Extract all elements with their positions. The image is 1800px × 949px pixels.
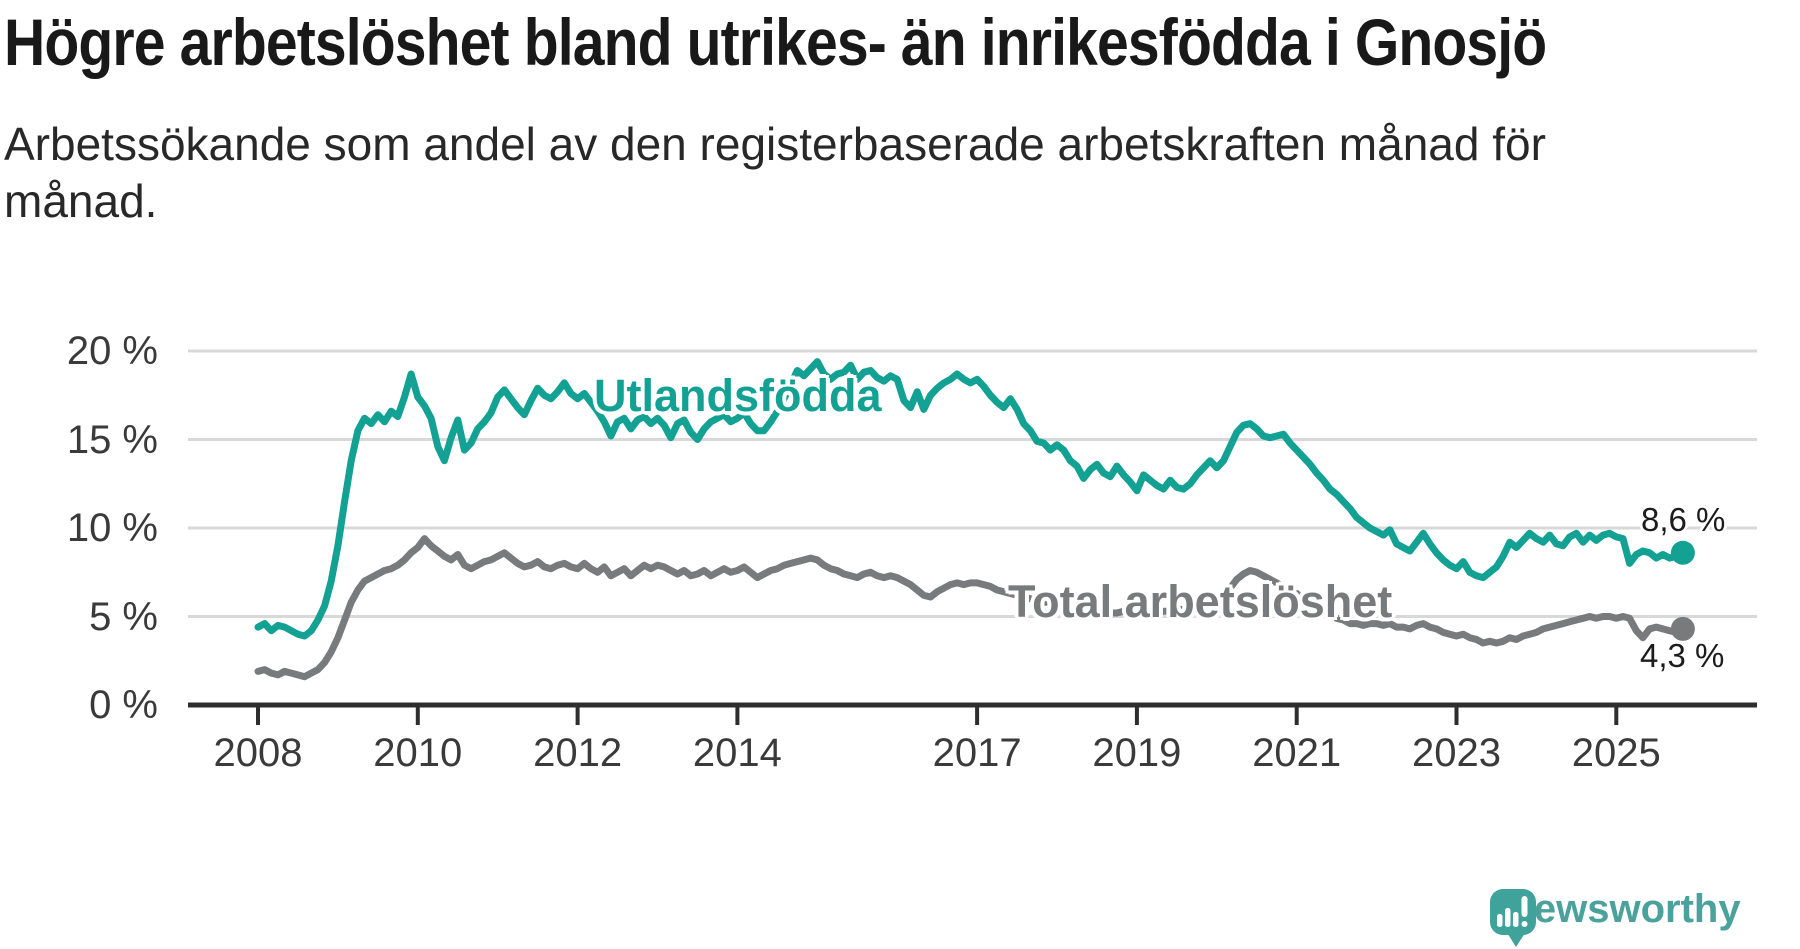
- series-label-total-arbetsloshet: Total arbetslöshet: [1008, 576, 1393, 627]
- y-tick-label-5: 5 %: [89, 594, 158, 639]
- subtitle-line-2: månad.: [4, 175, 158, 227]
- y-tick-label-20: 20 %: [66, 329, 158, 373]
- end-dot-total: [1670, 616, 1695, 641]
- newsworthy-logo-icon: [1490, 889, 1536, 947]
- x-tick-label-2017: 2017: [932, 731, 1022, 775]
- y-tick-label-15: 15 %: [66, 417, 158, 462]
- end-dot-utlandsfodda: [1670, 540, 1695, 565]
- x-tick-label-2008: 2008: [213, 731, 303, 775]
- line-series-total: [254, 535, 1687, 681]
- y-tick-label-0: 0 %: [89, 683, 158, 727]
- line-series-utlandsfodda: [254, 358, 1687, 640]
- page-title: Högre arbetslöshet bland utrikes- än inr…: [4, 5, 1547, 79]
- series-label-utlandsfodda: Utlandsfödda: [594, 370, 882, 421]
- x-tick-label-2021: 2021: [1252, 731, 1342, 775]
- end-value-label-utlandsfodda: 8,6 %: [1641, 501, 1726, 538]
- subtitle-line-1: Arbetssökande som andel av den registerb…: [4, 118, 1546, 170]
- x-tick-label-2023: 2023: [1412, 731, 1501, 775]
- x-tick-label-2014: 2014: [692, 731, 782, 775]
- x-tick-label-2025: 2025: [1571, 731, 1661, 775]
- y-tick-label-10: 10 %: [66, 506, 158, 550]
- x-tick-label-2019: 2019: [1092, 731, 1182, 775]
- end-value-label-total: 4,3 %: [1640, 637, 1725, 674]
- newsworthy-logo-text: Newsworthy: [1505, 887, 1741, 931]
- newsworthy-logo[interactable]: Newsworthy: [1489, 887, 1741, 947]
- x-tick-label-2010: 2010: [373, 731, 463, 775]
- x-tick-label-2012: 2012: [533, 731, 623, 775]
- chart-subtitle: Arbetssökande som andel av den registerb…: [4, 116, 1546, 230]
